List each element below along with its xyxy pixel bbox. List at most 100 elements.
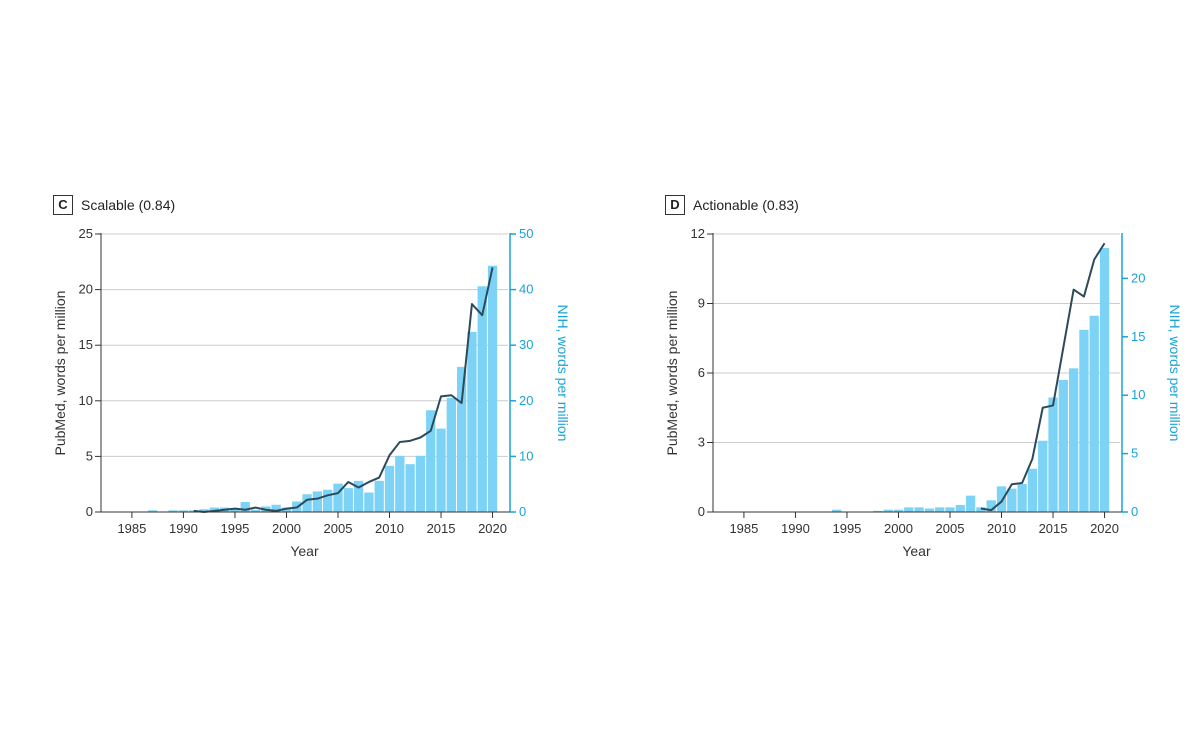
panel-c-letter: C	[53, 195, 73, 215]
y-tick-label-left: 0	[698, 504, 705, 519]
panel-c-header: C Scalable (0.84)	[53, 194, 175, 216]
y-tick-label-right: 15	[1131, 329, 1145, 344]
x-tick-label: 1990	[781, 521, 810, 536]
bar-nih-2006	[955, 504, 965, 512]
bar-nih-1998	[873, 510, 883, 512]
panel-d: D Actionable (0.83) 0 3 6 9 12 0 5 10 15 20 1985 19…	[664, 188, 1200, 588]
bar-nih-1993	[209, 507, 219, 512]
bar-nih-2007	[965, 495, 976, 512]
bar-nih-2002	[914, 507, 924, 512]
bar-nih-2005	[333, 483, 343, 512]
y-tick-label-left: 12	[691, 226, 705, 241]
x-axis-label: Year	[290, 543, 319, 559]
x-tick-label: 2005	[936, 521, 965, 536]
y-tick-label-right: 20	[519, 393, 533, 408]
y-tick-label-right: 40	[519, 282, 533, 297]
x-tick-label: 1995	[220, 521, 249, 536]
y-tick-label-left: 9	[698, 296, 705, 311]
line-pubmed	[193, 267, 494, 513]
bar-nih-2008	[364, 492, 374, 512]
bar-nih-2010	[996, 486, 1007, 512]
y-tick-label-right: 0	[519, 504, 526, 519]
line-pubmed	[980, 242, 1106, 512]
bar-nih-2003	[312, 491, 323, 512]
panel-d-header: D Actionable (0.83)	[665, 194, 799, 216]
bar-nih-2011	[1007, 488, 1017, 512]
x-tick-label: 2005	[324, 521, 353, 536]
y-tick-label-right: 10	[519, 448, 533, 463]
y-tick-label-left: 3	[698, 435, 705, 450]
bar-nih-1994	[831, 509, 842, 512]
bar-nih-1999	[271, 504, 281, 512]
x-tick-label: 2020	[1090, 521, 1119, 536]
chart-actionable: 0 3 6 9 12 0 5 10 15 20 1985 1990 1995 2000 2005 2010 20…	[664, 226, 1183, 559]
y-tick-label-left: 0	[86, 504, 93, 519]
bar-nih-2000	[281, 507, 292, 512]
y-tick-label-left: 15	[79, 337, 93, 352]
bar-nih-2018	[1079, 329, 1089, 512]
x-tick-label: 1985	[117, 521, 146, 536]
y-tick-label-left: 20	[79, 282, 93, 297]
bar-nih-2013	[1027, 468, 1038, 512]
bar-nih-2012	[1017, 483, 1027, 512]
bar-nih-2019	[1089, 315, 1099, 512]
bar-nih-1990	[178, 510, 189, 512]
bar-nih-2012	[405, 464, 415, 512]
x-tick-label: 2000	[272, 521, 301, 536]
x-axis-label: Year	[902, 543, 931, 559]
bar-nih-2015	[1048, 397, 1058, 512]
y-tick-label-right: 5	[1131, 446, 1138, 461]
y-axis-label-left: PubMed, words per million	[664, 291, 680, 456]
bar-nih-2020	[487, 265, 498, 512]
bar-nih-2017	[1068, 368, 1079, 512]
bar-nih-2014	[1038, 440, 1048, 512]
y-tick-label-left: 25	[79, 226, 93, 241]
y-tick-label-right: 20	[1131, 270, 1145, 285]
y-tick-label-right: 50	[519, 226, 533, 241]
bar-nih-2009	[374, 480, 384, 512]
bar-nih-2007	[353, 480, 364, 512]
panel-d-letter: D	[665, 195, 685, 215]
bar-nih-2005	[945, 507, 955, 512]
y-tick-label-left: 10	[79, 393, 93, 408]
bar-nih-2019	[477, 286, 487, 512]
bar-nih-2018	[467, 331, 477, 512]
bar-nih-1999	[883, 509, 893, 512]
bar-nih-1996	[240, 501, 250, 512]
y-tick-label-right: 0	[1131, 504, 1138, 519]
x-tick-label: 2015	[1039, 521, 1068, 536]
bar-nih-2009	[986, 500, 996, 512]
x-tick-label: 2015	[427, 521, 456, 536]
panel-c-title: Scalable (0.84)	[81, 197, 176, 213]
y-tick-label-right: 10	[1131, 387, 1145, 402]
y-tick-label-right: 30	[519, 337, 533, 352]
panel-d-title: Actionable (0.83)	[693, 197, 799, 213]
bar-nih-2015	[436, 428, 446, 512]
bar-nih-2016	[1058, 380, 1068, 512]
bar-nih-2020	[1099, 248, 1110, 512]
y-tick-label-left: 6	[698, 365, 705, 380]
x-tick-label: 2020	[478, 521, 507, 536]
x-tick-label: 1990	[169, 521, 198, 536]
panel-c: C Scalable (0.84) 0 5 10 15 20 25 0 10 20 30 40 50 1…	[52, 188, 613, 588]
bar-nih-1987	[147, 510, 158, 512]
bar-nih-2011	[395, 455, 405, 512]
bar-nih-2017	[456, 366, 467, 512]
bar-nih-2010	[384, 465, 395, 512]
x-tick-label: 1985	[729, 521, 758, 536]
y-axis-label-left: PubMed, words per million	[52, 291, 68, 456]
bar-nih-1992	[199, 509, 209, 512]
bar-nih-2004	[935, 507, 945, 512]
x-tick-label: 2000	[884, 521, 913, 536]
bar-nih-2003	[924, 508, 935, 512]
bar-nih-2014	[426, 410, 436, 512]
bar-nih-2016	[446, 398, 456, 512]
bar-nih-2004	[323, 489, 333, 512]
bar-nih-2008	[976, 507, 986, 512]
chart-scalable: 0 5 10 15 20 25 0 10 20 30 40 50 1985 1990 1995 2000 200…	[52, 226, 571, 559]
bar-nih-1995	[230, 509, 240, 512]
bar-nih-1989	[168, 510, 178, 512]
x-tick-label: 2010	[375, 521, 404, 536]
bar-nih-2006	[343, 488, 353, 512]
bar-nih-2013	[415, 455, 426, 512]
